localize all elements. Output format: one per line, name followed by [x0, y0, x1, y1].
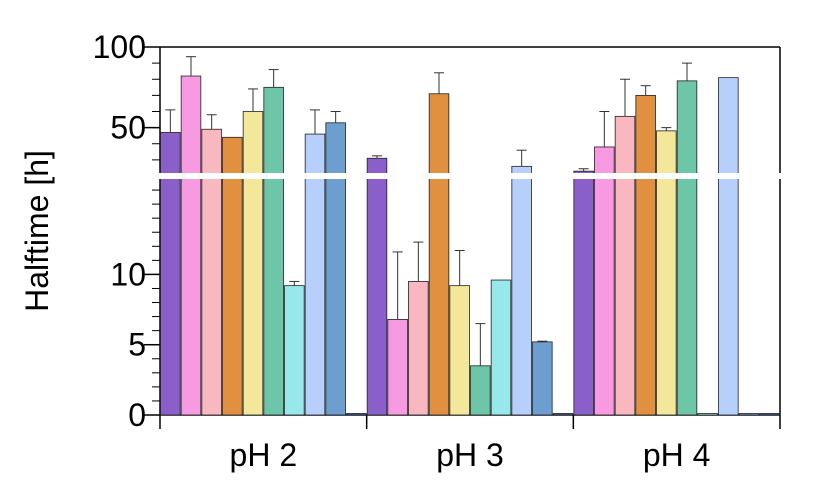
x-category-label: pH 4	[643, 437, 711, 473]
y-tick-label: 5	[128, 327, 146, 363]
y-tick-label: 0	[128, 397, 146, 433]
axis-break	[140, 173, 785, 179]
bar	[532, 341, 553, 416]
bars-group	[160, 75, 780, 416]
bar	[490, 279, 512, 416]
y-tick-label: 10	[110, 256, 146, 292]
x-category-label: pH 2	[230, 437, 298, 473]
bar	[449, 285, 470, 416]
bar	[222, 136, 243, 416]
bar	[428, 93, 450, 416]
bar	[408, 281, 429, 416]
bar	[718, 77, 739, 416]
bar	[366, 157, 388, 416]
bar	[387, 318, 408, 416]
bar	[676, 80, 698, 416]
bar	[470, 365, 491, 416]
bar	[263, 86, 284, 416]
y-tick-label: 50	[110, 110, 146, 146]
y-tick-label: 100	[93, 29, 146, 65]
y-axis-title: Halftime [h]	[19, 150, 55, 312]
bar	[594, 146, 615, 416]
bar	[346, 413, 367, 416]
bar	[573, 170, 594, 416]
bar	[552, 413, 574, 416]
bar	[614, 115, 636, 416]
bar	[697, 413, 718, 416]
bar	[635, 94, 656, 416]
bar	[242, 111, 264, 416]
bar	[284, 285, 305, 416]
bar	[180, 75, 202, 416]
bar	[738, 413, 760, 416]
bar	[759, 413, 780, 416]
axis-break-band	[140, 173, 785, 179]
bar	[201, 128, 222, 416]
error-bars-group	[165, 56, 692, 366]
bar	[325, 122, 346, 416]
labels-group: 0 5 10 50 100 Halftime [h] pH 2 pH 3 pH 4	[19, 29, 710, 473]
x-category-label: pH 3	[436, 437, 504, 473]
bar	[511, 165, 532, 416]
plot-frame	[159, 46, 781, 416]
